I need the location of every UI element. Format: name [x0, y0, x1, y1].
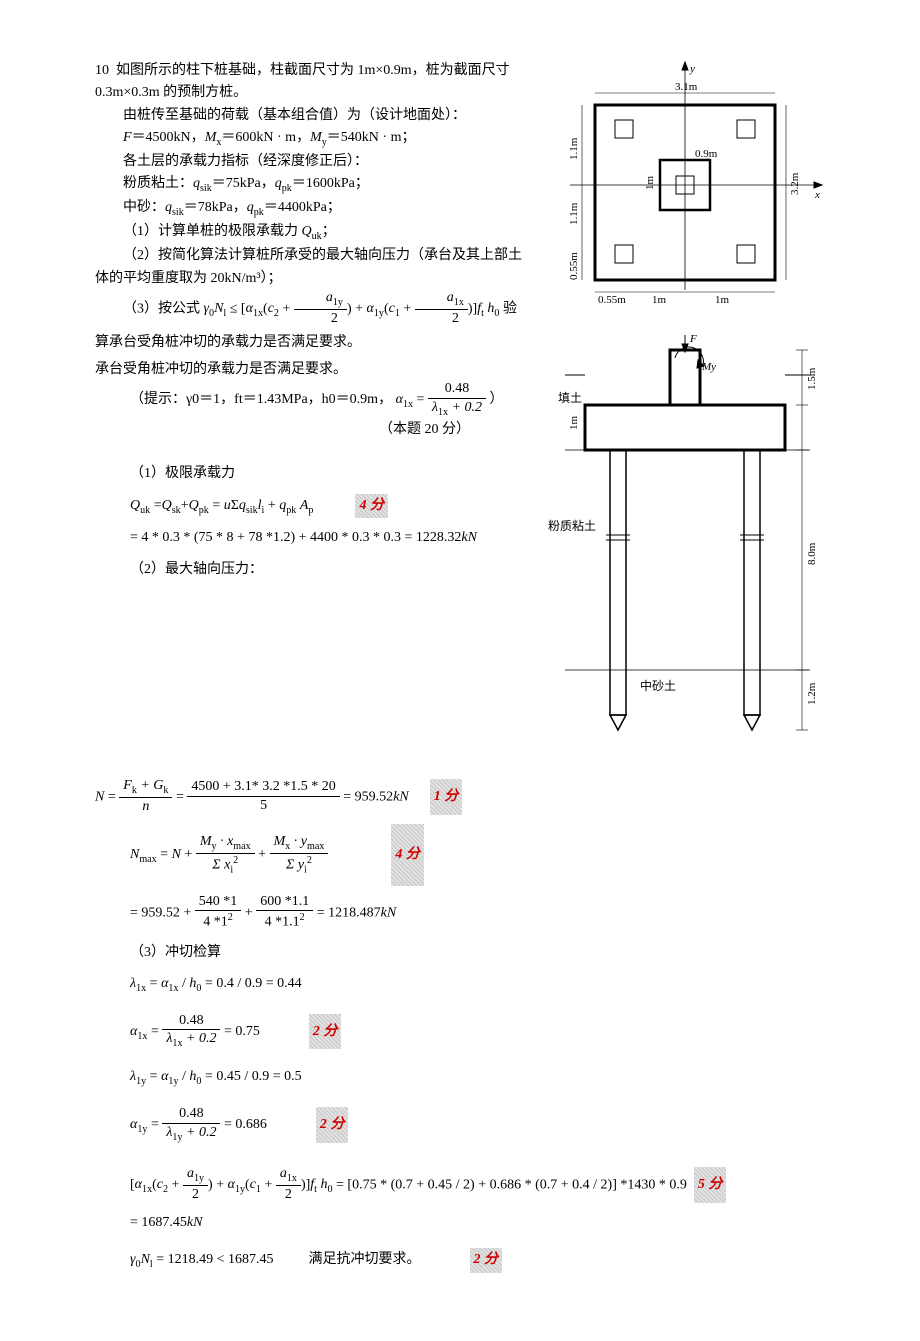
score-1: 4 分 — [355, 494, 388, 518]
dim-width: 3.1m — [675, 81, 698, 93]
conclusion: 满足抗冲切要求。 — [309, 1252, 421, 1267]
s3-title: （3）冲切检算 — [95, 942, 830, 964]
problem-intro: 10 如图所示的柱下桩基础，柱截面尺寸为 1m×0.9m，桩为截面尺寸 0.3m… — [95, 60, 530, 105]
dim-x3: 1m — [715, 294, 730, 306]
soil-header: 各土层的承载力指标（经深度修正后）： — [95, 151, 530, 173]
section-view: F My 填土 粉质粘土 中砂土 1.5m 1m 8.0m 1.2m — [540, 330, 830, 770]
dim-x2: 1m — [652, 294, 667, 306]
dim-top: 1.5m — [806, 367, 818, 390]
dim-cap: 1m — [568, 416, 580, 431]
score-2a: 1 分 — [430, 779, 463, 815]
y-label: y — [689, 63, 695, 75]
force-F: F — [689, 333, 697, 345]
s1-eq1: Quk =Qsk+Qpk = uΣqsikli + qpk Ap 4 分 — [95, 494, 530, 519]
s1-eq2: = 4 * 0.3 * (75 * 8 + 78 *1.2) + 4400 * … — [95, 527, 530, 549]
plan-view: y x 3.1m 0.9m 1m 3.2m 1.1m 1.1m 0.55m 0.… — [540, 60, 830, 320]
dim-y1: 1.1m — [568, 137, 580, 160]
q3: （3）按公式 γ0Nl ≤ [α1x(c2 + a1y2) + α1y(c1 +… — [95, 290, 530, 359]
load-line: 由桩传至基础的荷载（基本组合值）为（设计地面处）： — [95, 105, 530, 127]
score-3a: 2 分 — [309, 1014, 342, 1050]
s3-eq4: α1y = 0.48λ1y + 0.2 = 0.686 2 分 — [95, 1106, 830, 1144]
loads: F＝4500kN，Mx＝600kN · m，My＝540kN · m； — [95, 127, 530, 151]
clay-label: 粉质粘土 — [548, 518, 596, 533]
total-score: （本题 20 分） — [95, 419, 530, 441]
soil-1: 粉质粘土：qsik＝75kPa，qpk＝1600kPa； — [95, 173, 530, 197]
dim-clay: 8.0m — [806, 542, 818, 565]
score-3d: 2 分 — [470, 1248, 503, 1272]
figures: y x 3.1m 0.9m 1m 3.2m 1.1m 1.1m 0.55m 0.… — [540, 60, 830, 770]
hint: （提示：γ0＝1，ft＝1.43MPa，h0＝0.9m， α1x = 0.48λ… — [95, 381, 530, 419]
q1: （1）计算单桩的极限承载力 Quk； — [95, 221, 530, 245]
dim-y2: 1.1m — [568, 202, 580, 225]
dim-sand: 1.2m — [806, 682, 818, 705]
x-label: x — [814, 189, 820, 201]
s3-eq5: [α1x(c2 + a1y2) + α1y(c1 + a1x2)]ft h0 =… — [95, 1166, 830, 1204]
dim-height: 3.2m — [789, 172, 801, 195]
dim-y3: 0.55m — [568, 252, 580, 280]
s1-title: （1）极限承载力 — [95, 463, 530, 485]
sand-label: 中砂土 — [640, 678, 676, 693]
q2: （2）按简化算法计算桩所承受的最大轴向压力（承台及其上部土体的平均重度取为 20… — [95, 245, 530, 290]
s3-eq6: γ0Nl = 1218.49 < 1687.45 满足抗冲切要求。 2 分 — [95, 1248, 830, 1273]
problem-text: 10 如图所示的柱下桩基础，柱截面尺寸为 1m×0.9m，桩为截面尺寸 0.3m… — [95, 60, 530, 770]
s3-eq2: α1x = 0.48λ1x + 0.2 = 0.75 2 分 — [95, 1013, 830, 1051]
dim-col-w: 0.9m — [695, 148, 718, 160]
dim-col-h: 1m — [644, 176, 656, 191]
soil-2: 中砂：qsik＝78kPa，qpk＝4400kPa； — [95, 197, 530, 221]
moment-My: My — [701, 361, 716, 373]
q3-tail: 承台受角桩冲切的承载力是否满足要求。 — [95, 359, 530, 381]
s3-eq1: λ1x = α1x / h0 = 0.4 / 0.9 = 0.44 — [95, 973, 830, 997]
score-3c: 5 分 — [694, 1167, 727, 1203]
s2-eq2: Nmax = N + My · xmaxΣ xi2 + Mx · ymaxΣ y… — [95, 824, 830, 886]
s3-eq3: λ1y = α1y / h0 = 0.45 / 0.9 = 0.5 — [95, 1066, 830, 1090]
score-2b: 4 分 — [391, 824, 424, 886]
score-3b: 2 分 — [316, 1107, 349, 1143]
s2-title: （2）最大轴向压力： — [95, 559, 530, 581]
dim-x1: 0.55m — [598, 294, 626, 306]
fill-label: 填土 — [558, 391, 582, 405]
s2-eq3: = 959.52 + 540 *14 *12 + 600 *1.14 *1.12… — [95, 894, 830, 933]
s2-eq1: N = Fk + Gkn = 4500 + 3.1* 3.2 *1.5 * 20… — [95, 778, 830, 816]
s3-eq5b: = 1687.45kN — [95, 1212, 830, 1234]
